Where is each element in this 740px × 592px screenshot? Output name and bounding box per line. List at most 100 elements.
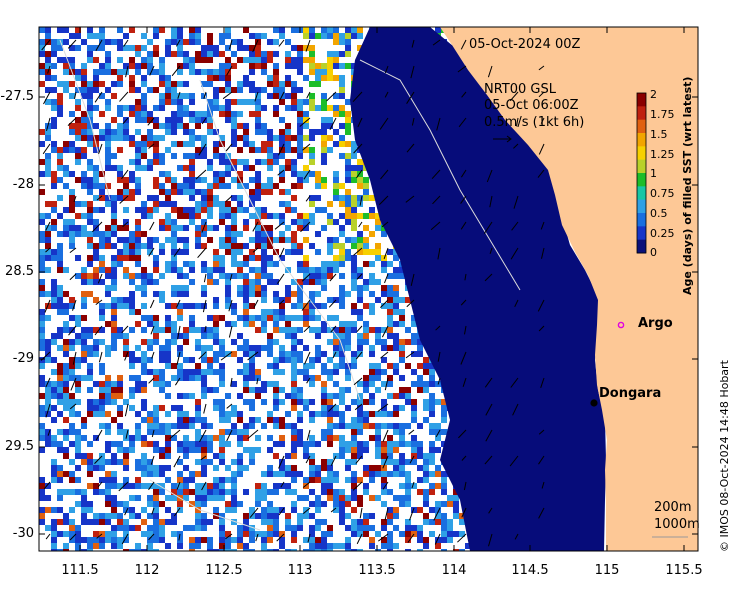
sst-age-pixel: [345, 201, 351, 207]
sst-age-pixel: [45, 405, 51, 411]
sst-age-pixel: [381, 441, 387, 447]
sst-age-pixel: [297, 63, 303, 69]
sst-age-pixel: [267, 411, 273, 417]
sst-age-pixel: [321, 363, 327, 369]
sst-age-pixel: [327, 219, 333, 225]
sst-age-pixel: [213, 297, 219, 303]
sst-age-pixel: [117, 81, 123, 87]
sst-age-pixel: [291, 135, 297, 141]
sst-age-pixel: [309, 45, 315, 51]
sst-age-pixel: [255, 447, 261, 453]
imos-credit: © IMOS 08-Oct-2024 14:48 Hobart: [718, 360, 731, 552]
sst-age-pixel: [357, 249, 363, 255]
sst-age-pixel: [153, 117, 159, 123]
sst-age-pixel: [345, 153, 351, 159]
sst-age-pixel: [363, 519, 369, 525]
sst-age-pixel: [39, 189, 45, 195]
sst-age-pixel: [339, 213, 345, 219]
sst-age-pixel: [99, 27, 105, 33]
sst-age-pixel: [399, 495, 405, 501]
sst-age-pixel: [141, 303, 147, 309]
sst-age-pixel: [369, 261, 375, 267]
sst-age-pixel: [159, 405, 165, 411]
sst-age-pixel: [243, 129, 249, 135]
current-vector: [457, 65, 467, 73]
sst-age-pixel: [177, 459, 183, 465]
sst-age-pixel: [81, 507, 87, 513]
sst-age-pixel: [189, 171, 195, 177]
x-tick-label: 113: [287, 563, 313, 578]
sst-age-pixel: [165, 393, 171, 399]
sst-age-pixel: [177, 309, 183, 315]
sst-age-pixel: [303, 111, 309, 117]
sst-age-pixel: [345, 159, 351, 165]
sst-age-pixel: [57, 111, 63, 117]
sst-age-pixel: [267, 261, 273, 267]
sst-age-pixel: [45, 345, 51, 351]
sst-age-pixel: [129, 135, 135, 141]
sst-age-pixel: [81, 87, 87, 93]
current-vector: [70, 377, 77, 391]
sst-age-pixel: [363, 531, 369, 537]
sst-age-pixel: [327, 405, 333, 411]
sst-age-pixel: [75, 159, 81, 165]
sst-age-pixel: [213, 51, 219, 57]
sst-age-pixel: [63, 147, 69, 153]
sst-age-pixel: [321, 225, 327, 231]
sst-age-pixel: [159, 57, 165, 63]
sst-age-pixel: [345, 237, 351, 243]
sst-age-pixel: [315, 357, 321, 363]
sst-age-pixel: [219, 537, 225, 543]
sst-age-pixel: [333, 423, 339, 429]
sst-age-pixel: [369, 303, 375, 309]
current-vector: [73, 195, 77, 203]
sst-age-pixel: [249, 357, 255, 363]
sst-age-pixel: [111, 543, 117, 549]
sst-age-pixel: [51, 99, 57, 105]
sst-age-pixel: [57, 213, 63, 219]
sst-age-pixel: [363, 483, 369, 489]
sst-age-pixel: [105, 141, 111, 147]
sst-age-pixel: [255, 159, 261, 165]
sst-age-pixel: [417, 441, 423, 447]
sst-age-pixel: [417, 549, 423, 551]
sst-age-pixel: [189, 69, 195, 75]
sst-age-pixel: [189, 135, 195, 141]
sst-age-pixel: [87, 405, 93, 411]
sst-age-pixel: [57, 291, 63, 297]
sst-age-pixel: [339, 501, 345, 507]
sst-age-pixel: [219, 219, 225, 225]
current-vector: [225, 533, 233, 540]
sst-age-pixel: [327, 393, 333, 399]
sst-age-pixel: [213, 249, 219, 255]
sst-age-pixel: [249, 549, 255, 551]
sst-age-pixel: [177, 273, 183, 279]
sst-age-pixel: [333, 327, 339, 333]
sst-age-pixel: [75, 465, 81, 471]
sst-age-pixel: [99, 489, 105, 495]
sst-age-pixel: [63, 471, 69, 477]
sst-age-pixel: [153, 405, 159, 411]
sst-age-pixel: [417, 489, 423, 495]
sst-age-pixel: [285, 51, 291, 57]
scale-label: 0.5m/s (1kt 6h): [484, 115, 585, 130]
sst-age-pixel: [69, 459, 75, 465]
sst-age-pixel: [369, 363, 375, 369]
sst-age-pixel: [231, 213, 237, 219]
sst-age-pixel: [279, 189, 285, 195]
sst-age-pixel: [87, 231, 93, 237]
sst-age-pixel: [249, 237, 255, 243]
sst-age-pixel: [321, 69, 327, 75]
sst-age-pixel: [159, 375, 165, 381]
sst-age-pixel: [57, 345, 63, 351]
sst-age-pixel: [225, 117, 231, 123]
sst-age-pixel: [351, 327, 357, 333]
sst-age-pixel: [435, 501, 441, 507]
sst-age-pixel: [363, 381, 369, 387]
sst-age-pixel: [93, 183, 99, 189]
sst-age-pixel: [105, 375, 111, 381]
sst-age-pixel: [93, 483, 99, 489]
sst-age-pixel: [177, 99, 183, 105]
sst-age-pixel: [237, 135, 243, 141]
sst-age-pixel: [75, 45, 81, 51]
